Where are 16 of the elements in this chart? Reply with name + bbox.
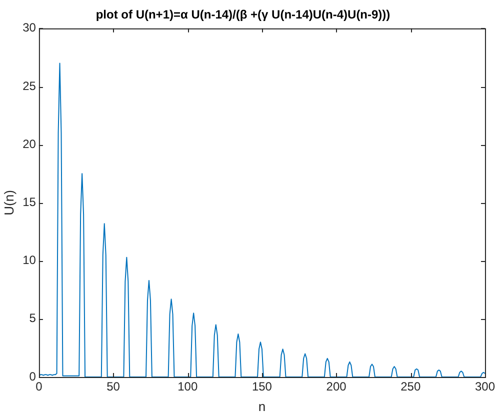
y-tick-label: 25 <box>22 78 36 93</box>
x-tick-label: 100 <box>178 380 198 394</box>
y-tick-label: 0 <box>29 369 36 384</box>
x-axis-title: n <box>258 398 266 414</box>
y-tick-label: 15 <box>22 195 36 210</box>
y-axis-title: U(n) <box>1 190 16 216</box>
chart-title: plot of U(n+1)=α U(n-14)/(β +(γ U(n-14)U(n-4)U(n-9))) <box>96 8 390 22</box>
x-tick-label: 50 <box>106 380 120 394</box>
y-tick-label: 10 <box>22 253 36 268</box>
x-tick-label: 300 <box>474 380 496 394</box>
y-tick-label: 20 <box>22 136 36 151</box>
x-tick-label: 200 <box>326 380 347 394</box>
x-tick-label: 150 <box>252 380 272 394</box>
x-tick-label: 250 <box>400 380 421 394</box>
y-tick-label: 30 <box>22 20 36 35</box>
y-tick-label: 5 <box>29 311 36 326</box>
